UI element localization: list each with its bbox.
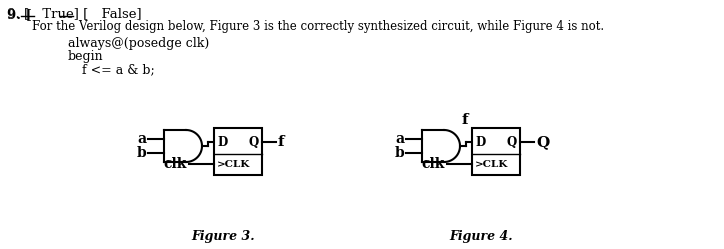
Text: >CLK: >CLK [217,160,251,169]
Text: always@(posedge clk): always@(posedge clk) [68,37,209,50]
Text: Q: Q [536,135,550,149]
Text: a: a [137,132,146,146]
Text: Q: Q [249,136,259,149]
Text: 9. [: 9. [ [7,8,32,21]
Text: b: b [136,146,146,160]
Text: Q: Q [507,136,517,149]
Text: For the Verilog design below, Figure 3 is the correctly synthesized circuit, whi: For the Verilog design below, Figure 3 i… [32,20,604,33]
Text: f: f [278,135,285,149]
Text: begin: begin [68,50,104,63]
Bar [472,128,520,175]
Text: D: D [217,136,227,149]
Text: f <= a & b;: f <= a & b; [82,63,155,76]
Text: clk: clk [421,157,445,171]
Text: f: f [462,113,468,127]
Text: >CLK: >CLK [475,160,508,169]
Bar [214,128,262,175]
Text: clk: clk [164,157,187,171]
Text: a: a [395,132,404,146]
Text: Figure 4.: Figure 4. [449,230,513,243]
Text: 9. [ True] [ False]: 9. [ True] [ False] [7,7,142,20]
Text: Figure 3.: Figure 3. [191,230,255,243]
Text: D: D [475,136,485,149]
Text: b: b [395,146,404,160]
